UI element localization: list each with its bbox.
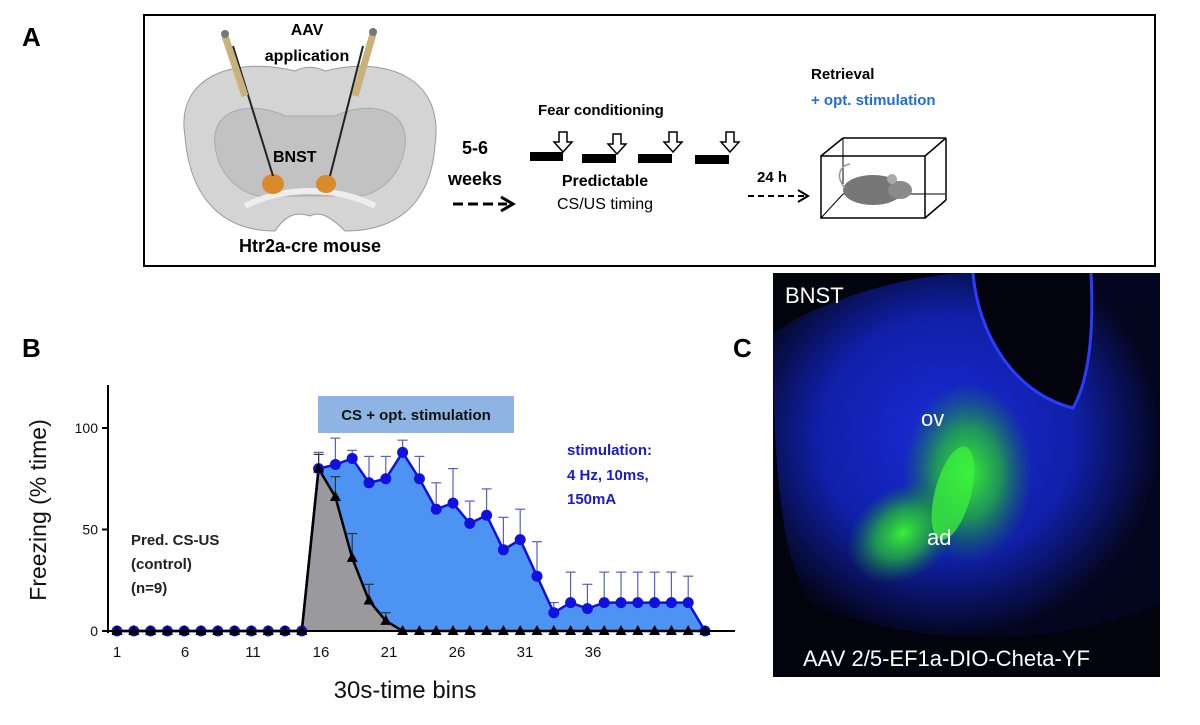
stimulation-label: + opt. stimulation [811, 92, 936, 109]
y-tick-label: 0 [90, 623, 98, 639]
data-point-circle [581, 603, 593, 615]
ad-label: ad [927, 525, 952, 550]
predictable-label: Predictable [561, 173, 649, 190]
timing-label: CS/US timing [556, 196, 654, 213]
data-point-circle [329, 459, 341, 471]
delay-line1: 5-6 [461, 138, 488, 158]
syringe-left-icon [221, 30, 274, 177]
stim-params-line3: 150mA [567, 491, 616, 508]
panel-label-c: C [733, 333, 752, 363]
data-point-circle [598, 597, 610, 609]
bnst-right-stain [316, 175, 336, 193]
data-point-circle [682, 597, 694, 609]
data-point-triangle [313, 462, 325, 473]
data-point-circle [481, 509, 493, 521]
panel-c-micrograph: BNST ov ad AAV 2/5-EF1a-DIO-Cheta-YF [773, 273, 1160, 677]
brain-section-image [183, 65, 437, 232]
x-tick-label: 21 [381, 644, 398, 661]
delay-line2: weeks [447, 169, 503, 189]
panel-label-b: B [22, 333, 41, 363]
aav-label-line1: AAV [290, 22, 324, 39]
series-0-area [117, 452, 705, 631]
data-point-circle [632, 597, 644, 609]
data-point-circle [548, 607, 560, 619]
arrow-weeks-icon [453, 195, 516, 213]
data-point-circle [565, 597, 577, 609]
stim-box [318, 396, 514, 433]
y-axis-label: Freezing (% time) [25, 419, 51, 600]
stim-params-line1: stimulation: [567, 442, 652, 459]
stim-params-line2: 4 Hz, 10ms, [567, 467, 649, 484]
panel-label-a: A [22, 22, 41, 52]
control-line3: (n=9) [131, 580, 167, 597]
x-tick-label: 6 [181, 644, 189, 661]
vector-label: AAV 2/5-EF1a-DIO-Cheta-YF [803, 646, 1090, 671]
fluorescence-image [773, 273, 1160, 637]
data-point-circle [464, 517, 476, 529]
interval-label: 24 h [757, 169, 788, 186]
stim-params-annotation: stimulation: 4 Hz, 10ms, 150mA [567, 442, 652, 508]
x-tick-label: 26 [449, 644, 466, 661]
data-point-circle [497, 544, 509, 556]
bnst-image-label: BNST [785, 283, 844, 308]
fear-conditioning-title: Fear conditioning [538, 102, 664, 119]
panel-a-experimental-design: AAV application BNST Htr2a-cre mouse 5-6… [143, 14, 1156, 267]
cs-us-trials [530, 131, 741, 164]
control-line1: Pred. CS-US [131, 532, 219, 549]
mouse-line-label: Htr2a-cre mouse [238, 236, 382, 256]
panel-a-drawing [183, 28, 947, 232]
stim-box-label: CS + opt. stimulation [341, 407, 491, 424]
x-tick-label: 31 [517, 644, 534, 661]
data-point-circle [514, 534, 526, 546]
data-point-triangle [346, 551, 358, 562]
y-tick-label: 100 [75, 420, 99, 436]
retrieval-label: Retrieval [811, 66, 875, 83]
bnst-label: BNST [273, 149, 317, 166]
data-point-circle [665, 597, 677, 609]
data-point-circle [380, 473, 392, 485]
ov-label: ov [921, 406, 945, 431]
data-point-circle [649, 597, 661, 609]
data-point-triangle [380, 614, 392, 625]
data-point-circle [397, 446, 409, 458]
x-axis-label: 30s-time bins [334, 677, 477, 704]
data-point-circle [531, 570, 543, 582]
bnst-left-stain [262, 174, 284, 194]
data-point-circle [615, 597, 627, 609]
data-point-circle [430, 503, 442, 515]
mouse-icon [838, 163, 912, 205]
retrieval-cage-icon [820, 137, 947, 219]
data-point-circle [346, 452, 358, 464]
control-annotation: Pred. CS-US (control) (n=9) [131, 532, 219, 597]
aav-label-line2: application [264, 48, 350, 65]
x-tick-label: 36 [585, 644, 602, 661]
y-tick-label: 50 [82, 522, 98, 538]
x-tick-label: 11 [245, 644, 261, 661]
data-point-triangle [363, 594, 375, 605]
arrow-24h-icon [748, 189, 810, 203]
data-point-circle [447, 497, 459, 509]
data-point-triangle [329, 491, 341, 502]
control-line2: (control) [131, 556, 192, 573]
x-tick-label: 16 [313, 644, 330, 661]
data-point-circle [413, 473, 425, 485]
data-point-circle [363, 477, 375, 489]
x-tick-label: 1 [113, 644, 121, 661]
syringe-right-icon [329, 28, 377, 177]
